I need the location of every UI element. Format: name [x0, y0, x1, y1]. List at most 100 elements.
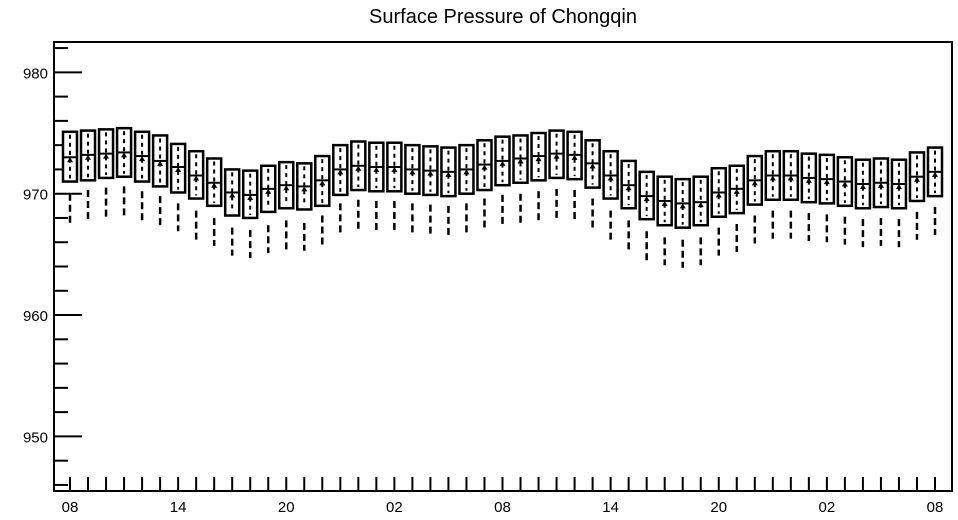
box-item — [151, 134, 169, 226]
x-tick-label: 14 — [170, 499, 187, 516]
box-median-marker — [139, 156, 146, 162]
box-median-marker — [121, 152, 128, 158]
box-item — [278, 160, 295, 250]
box-series — [61, 126, 944, 268]
box-median-marker — [391, 166, 398, 172]
y-tick-label: 970 — [23, 187, 48, 204]
box-median-marker — [787, 175, 794, 181]
x-tick-label: 08 — [494, 499, 511, 516]
box-median-marker — [877, 182, 884, 188]
box-median-marker — [85, 154, 92, 160]
x-tick-label: 20 — [710, 499, 727, 516]
box-median-marker — [607, 175, 614, 181]
box-item — [97, 128, 115, 217]
x-tick-label: 08 — [927, 499, 944, 516]
box-item — [494, 135, 511, 225]
box-item — [187, 149, 205, 240]
box-item — [314, 154, 331, 245]
box-median-marker — [589, 163, 596, 169]
box-item — [79, 129, 97, 220]
box-median-marker — [319, 180, 326, 186]
box-median-marker — [517, 158, 524, 164]
x-tick-label: 08 — [62, 499, 79, 516]
box-median-marker — [697, 202, 704, 208]
box-body — [692, 175, 709, 227]
box-item — [728, 164, 746, 252]
y-tick-label: 980 — [23, 65, 48, 82]
box-item — [602, 149, 619, 240]
box-median-marker — [247, 194, 254, 200]
box-item — [620, 159, 637, 250]
box-item — [746, 154, 764, 244]
box-median-marker — [571, 154, 578, 160]
box-median-marker — [373, 166, 380, 172]
box-median-marker — [427, 170, 434, 176]
x-axis: 08 14 20 02 08 14 20 02 08 — [62, 477, 944, 516]
box-item — [692, 175, 709, 266]
box-median-marker — [409, 169, 416, 175]
box-median-marker — [355, 165, 362, 171]
box-median-marker — [211, 182, 218, 188]
box-median-marker — [823, 179, 830, 185]
box-median-marker — [805, 177, 812, 183]
y-tick-label: 960 — [23, 308, 48, 325]
box-item — [223, 168, 241, 256]
box-item — [440, 146, 457, 235]
box-item — [205, 157, 223, 246]
box-median-marker — [679, 203, 686, 209]
box-median-marker — [932, 171, 938, 177]
box-item — [115, 126, 133, 216]
box-median-marker — [913, 176, 920, 182]
box-item — [259, 164, 277, 254]
box-item — [404, 143, 421, 233]
box-median-marker — [553, 153, 560, 159]
box-median-marker — [265, 188, 272, 194]
box-median-marker — [337, 169, 344, 175]
box-median-marker — [859, 183, 866, 189]
box-item — [782, 149, 800, 239]
box-item — [764, 149, 782, 239]
box-item — [926, 146, 944, 235]
box-item — [674, 177, 691, 268]
box-item — [133, 130, 151, 221]
box-median-marker — [643, 196, 650, 202]
box-median-marker — [841, 181, 848, 187]
box-median-marker — [895, 183, 902, 189]
box-item — [836, 156, 854, 245]
box-median-marker — [733, 188, 740, 194]
box-item — [818, 153, 836, 243]
y-tick-label: 950 — [23, 429, 48, 446]
box-item — [656, 175, 673, 266]
box-item — [854, 158, 872, 248]
box-item — [872, 157, 890, 246]
box-median-marker — [67, 157, 73, 163]
y-axis: 950 960 970 980 — [23, 47, 82, 486]
box-item — [61, 130, 79, 223]
box-median-marker — [769, 175, 776, 181]
box-median-marker — [625, 185, 632, 191]
box-median-marker — [103, 153, 110, 159]
box-item — [332, 143, 349, 233]
box-item — [710, 166, 727, 256]
box-median-marker — [283, 185, 290, 191]
box-item — [458, 143, 475, 233]
box-median-marker — [715, 192, 722, 198]
box-item — [386, 141, 403, 231]
chart-title: Surface Pressure of Chongqin — [369, 6, 637, 28]
box-median-marker — [229, 192, 236, 198]
x-tick-label: 02 — [386, 499, 403, 516]
box-item — [512, 134, 529, 223]
box-median-marker — [535, 156, 542, 162]
box-item — [800, 152, 818, 242]
box-item — [422, 145, 439, 234]
x-tick-label: 02 — [819, 499, 836, 516]
box-item — [530, 131, 547, 221]
box-median-marker — [175, 166, 182, 172]
box-median-marker — [157, 160, 164, 166]
x-tick-label: 20 — [278, 499, 295, 516]
box-median-marker — [661, 200, 668, 206]
box-item — [548, 129, 565, 218]
box-item — [638, 170, 655, 261]
box-item — [169, 142, 187, 232]
